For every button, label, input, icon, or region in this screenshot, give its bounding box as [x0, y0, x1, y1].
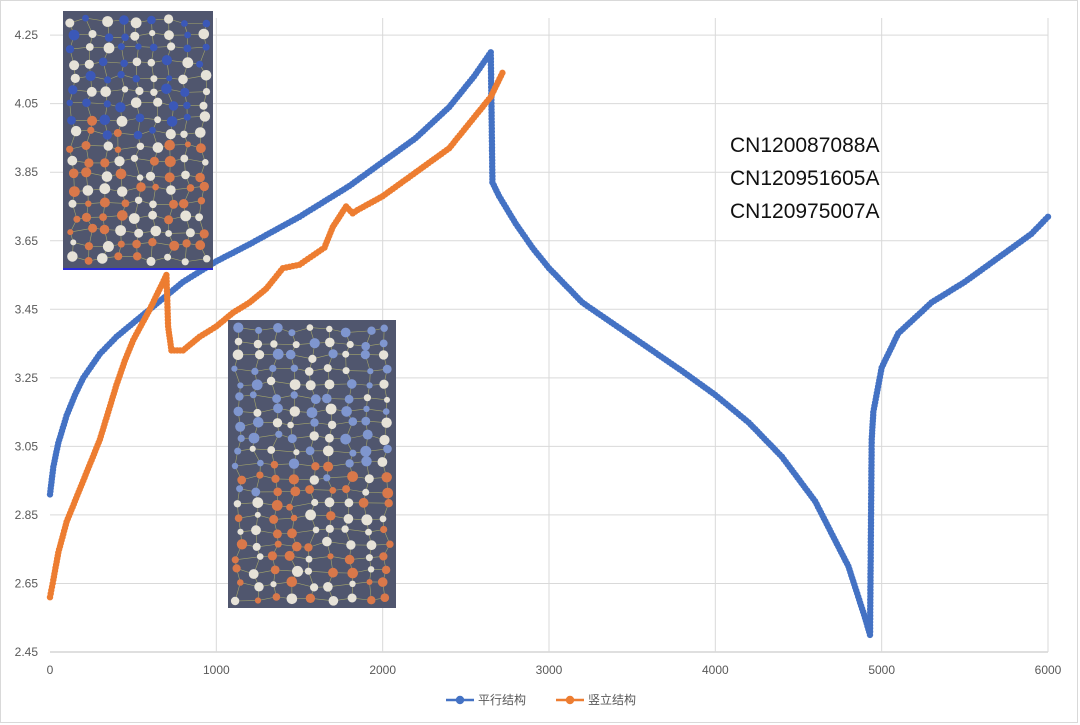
y-tick-label: 3.25	[15, 371, 39, 385]
legend-item-series-1: 平行结构	[446, 692, 526, 707]
legend-item-series-2: 竖立结构	[556, 692, 636, 707]
inset-structure-image-top	[63, 11, 213, 270]
x-tick-label: 3000	[536, 663, 563, 677]
y-tick-label: 3.85	[15, 165, 39, 179]
y-tick-label: 4.25	[15, 28, 39, 42]
y-tick-label: 4.05	[15, 97, 39, 111]
legend: 平行结构 竖立结构	[446, 692, 636, 707]
legend-marker-series-1	[455, 695, 465, 705]
x-tick-label: 2000	[369, 663, 396, 677]
y-tick-label: 3.45	[15, 302, 39, 316]
grid-lines	[50, 18, 1049, 653]
y-tick-label: 3.05	[15, 439, 39, 453]
data-point	[499, 69, 506, 77]
x-tick-label: 0	[47, 663, 54, 677]
legend-label-series-1: 平行结构	[478, 692, 526, 707]
y-tick-label: 3.65	[15, 234, 39, 248]
y-tick-label: 2.65	[15, 576, 39, 590]
x-tick-label: 6000	[1035, 663, 1062, 677]
annotation-line-3: CN120975007A	[730, 200, 879, 223]
x-axis-tick-labels: 0 1000 2000 3000 4000 5000 6000	[47, 663, 1062, 677]
y-tick-label: 2.45	[15, 645, 39, 659]
inset-structure-image-center	[228, 320, 396, 608]
series-2	[46, 69, 506, 601]
x-tick-label: 5000	[868, 663, 895, 677]
annotation-line-1: CN120087088A	[730, 134, 879, 157]
legend-marker-series-2	[565, 695, 575, 705]
y-tick-label: 2.85	[15, 508, 39, 522]
annotation-line-2: CN120951605A	[730, 167, 879, 190]
x-tick-label: 4000	[702, 663, 729, 677]
legend-label-series-2: 竖立结构	[588, 692, 636, 707]
y-axis-tick-labels: 2.45 2.65 2.85 3.05 3.25 3.45 3.65 3.85 4.05 4.25	[15, 28, 39, 659]
data-point	[1044, 213, 1052, 220]
x-tick-label: 1000	[203, 663, 230, 677]
